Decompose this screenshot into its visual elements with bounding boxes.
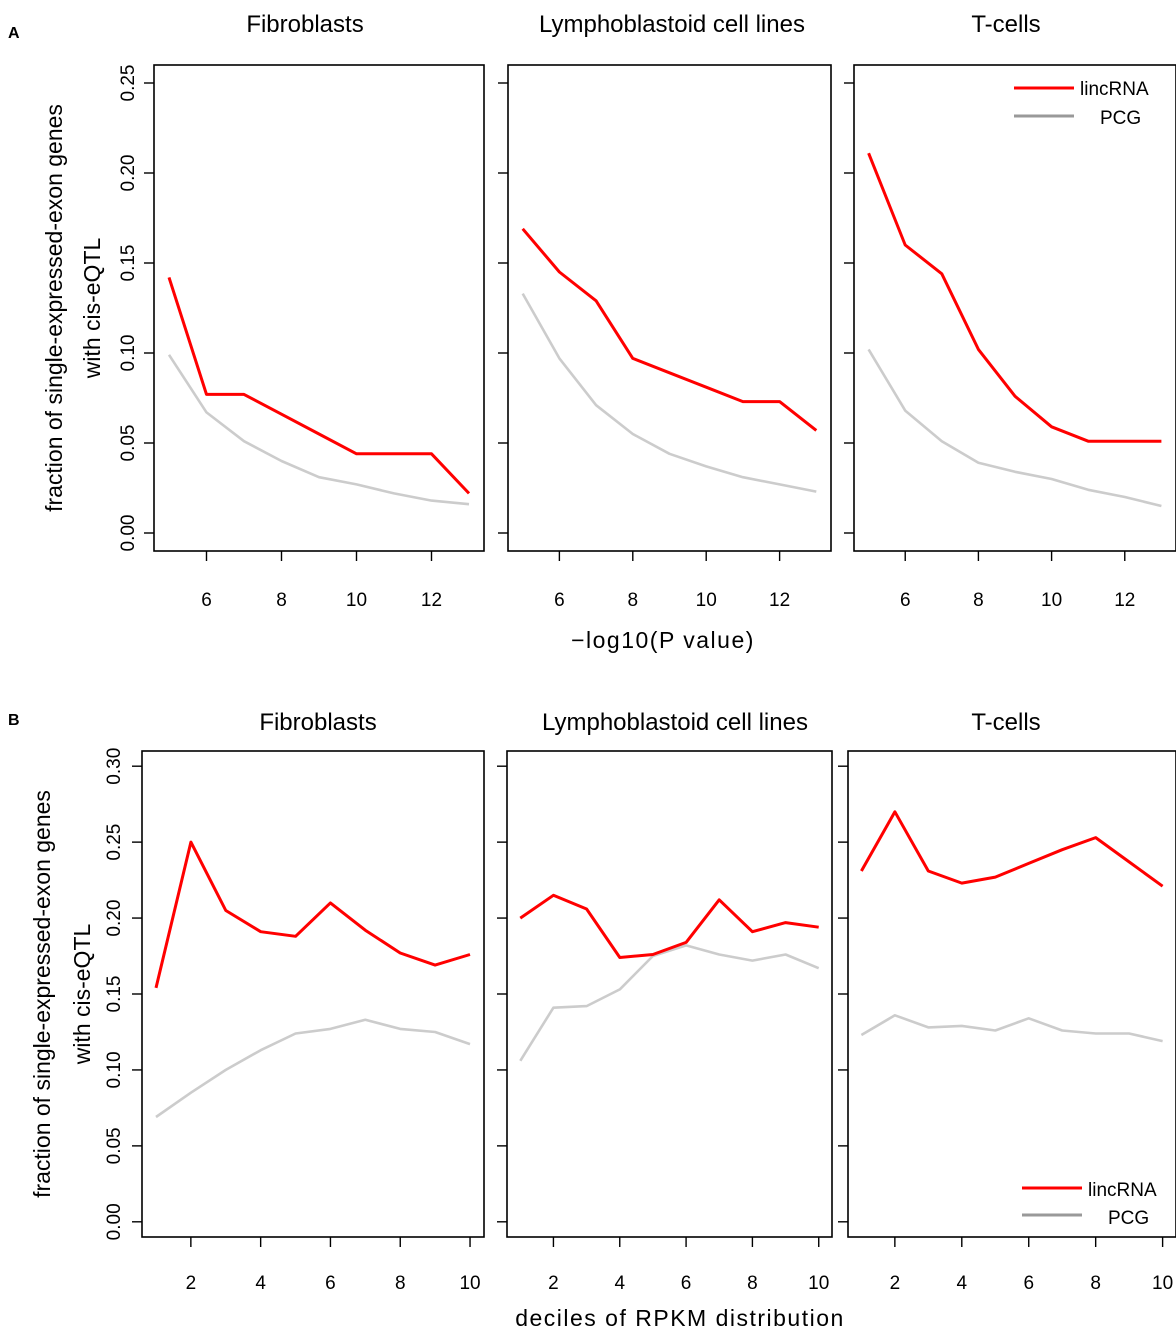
x-tick-label: 8 (628, 590, 639, 611)
y-tick-label: 0.20 (118, 155, 139, 192)
y-axis-label: with cis-eQTL (69, 924, 95, 1066)
x-tick-label: 12 (421, 590, 442, 611)
legend-label-lincRNA: lincRNA (1080, 79, 1149, 100)
y-tick-label: 0.15 (118, 245, 139, 282)
series-line-lincRNA (519, 893, 819, 959)
x-tick-label: 8 (276, 590, 287, 611)
x-tick-label: 10 (808, 1273, 829, 1294)
x-tick-label: 8 (973, 590, 984, 611)
x-tick-label: 10 (346, 590, 367, 611)
legend-label-PCG: PCG (1108, 1208, 1149, 1229)
series-line-PCG (155, 1018, 471, 1119)
x-tick-label: 2 (186, 1273, 197, 1294)
series-line-lincRNA (154, 840, 471, 989)
series-line-PCG (867, 348, 1162, 508)
series-line-lincRNA (860, 810, 1164, 888)
x-tick-label: 8 (747, 1273, 758, 1294)
series-line-PCG (521, 292, 817, 493)
panel-A: A Fibroblasts 0.00 0.05 0.10 0.15 0.20 0.25 6 8 10… (8, 11, 1176, 653)
facet-0: Fibroblasts 0.00 0.05 0.10 0.15 0.20 0.25 0.30 2… (104, 709, 485, 1294)
x-tick-label: 6 (201, 590, 212, 611)
y-tick-label: 0.10 (118, 335, 139, 372)
x-tick-label: 6 (1023, 1273, 1034, 1294)
y-tick-label: 0.00 (104, 1203, 125, 1240)
legend: lincRNA PCG (1022, 1180, 1157, 1229)
x-tick-label: 4 (614, 1273, 625, 1294)
x-tick-label: 4 (255, 1273, 266, 1294)
facet-2: T-cells 2 4 6 8 10 lincRNA PCG (838, 709, 1176, 1294)
facet-title: T-cells (971, 11, 1040, 38)
x-tick-label: 8 (395, 1273, 406, 1294)
y-tick-label: 0.15 (104, 976, 125, 1013)
facet-0: Fibroblasts 0.00 0.05 0.10 0.15 0.20 0.25 6 8 10 1… (118, 11, 485, 611)
facet-1: Lymphoblastoid cell lines 6 8 10 12 (498, 11, 832, 611)
x-tick-label: 6 (325, 1273, 336, 1294)
series-line-PCG (167, 354, 470, 506)
y-tick-label: 0.20 (104, 900, 125, 937)
y-axis-label: fraction of single-expressed-exon genes (29, 790, 55, 1198)
facet-title: Lymphoblastoid cell lines (542, 709, 808, 736)
y-tick-label: 0.25 (104, 824, 125, 861)
series-line-PCG (860, 1013, 1163, 1043)
series-line-lincRNA (521, 227, 818, 432)
y-tick-label: 0.10 (104, 1051, 125, 1088)
y-tick-label: 0.05 (118, 425, 139, 462)
facet-title: Fibroblasts (246, 11, 363, 38)
x-axis-label: −log10(P value) (571, 627, 755, 653)
facet-title: Lymphoblastoid cell lines (539, 11, 805, 38)
x-tick-label: 2 (890, 1273, 901, 1294)
x-tick-label: 6 (900, 590, 911, 611)
y-tick-label: 0.00 (118, 515, 139, 552)
plot-frame (506, 750, 833, 1238)
y-tick-label: 0.30 (104, 748, 125, 785)
plot-frame (847, 750, 1176, 1238)
x-tick-label: 10 (459, 1273, 480, 1294)
x-tick-label: 10 (1152, 1273, 1173, 1294)
panel-letter: A (8, 25, 20, 42)
series-line-lincRNA (867, 152, 1162, 443)
x-tick-label: 6 (681, 1273, 692, 1294)
series-line-lincRNA (167, 276, 471, 495)
facet-1: Lymphoblastoid cell lines 2 4 6 8 10 (497, 709, 833, 1294)
x-tick-label: 12 (1114, 590, 1135, 611)
facet-title: Fibroblasts (259, 709, 376, 736)
y-tick-label: 0.25 (118, 65, 139, 102)
y-tick-label: 0.05 (104, 1127, 125, 1164)
y-axis-label: fraction of single-expressed-exon genes (41, 104, 67, 512)
legend: lincRNA PCG (1014, 79, 1149, 129)
x-tick-label: 4 (957, 1273, 968, 1294)
plot-frame (853, 64, 1176, 552)
plot-frame (507, 64, 832, 552)
x-tick-label: 8 (1090, 1273, 1101, 1294)
facet-title: T-cells (971, 709, 1040, 736)
x-tick-label: 2 (548, 1273, 559, 1294)
plot-frame (141, 750, 485, 1238)
panel-B: B Fibroblasts 0.00 0.05 0.10 0.15 0.20 0.25 0.30… (8, 709, 1176, 1331)
series-line-PCG (519, 944, 820, 1062)
x-tick-label: 12 (769, 590, 790, 611)
facet-2: T-cells 6 8 10 12 lincRNA PCG (844, 11, 1176, 611)
x-axis-label: deciles of RPKM distribution (515, 1305, 845, 1331)
x-tick-label: 6 (554, 590, 565, 611)
legend-label-lincRNA: lincRNA (1088, 1180, 1157, 1201)
plot-frame (153, 64, 485, 552)
x-tick-label: 10 (696, 590, 717, 611)
panel-letter: B (8, 712, 20, 729)
x-tick-label: 10 (1041, 590, 1062, 611)
y-axis-label: with cis-eQTL (79, 238, 105, 380)
legend-label-PCG: PCG (1100, 108, 1141, 129)
